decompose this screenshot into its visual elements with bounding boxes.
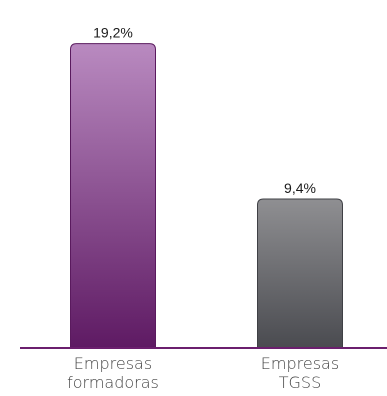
bar-empresas-formadoras xyxy=(70,43,156,349)
category-label-empresas-formadoras-line2: formadoras xyxy=(67,373,159,392)
bar-empresas-tgss xyxy=(257,198,343,349)
data-labels-group: 19,2% 9,4% xyxy=(93,25,316,196)
data-label-empresas-formadoras: 19,2% xyxy=(93,25,133,41)
category-labels-group: Empresas formadoras Empresas TGSS xyxy=(67,354,339,392)
data-label-empresas-tgss: 9,4% xyxy=(284,180,316,196)
category-label-empresas-tgss-line1: Empresas xyxy=(261,354,339,373)
bars-group xyxy=(70,43,343,349)
category-label-empresas-tgss-line2: TGSS xyxy=(279,373,321,392)
category-label-empresas-formadoras-line1: Empresas xyxy=(74,354,152,373)
